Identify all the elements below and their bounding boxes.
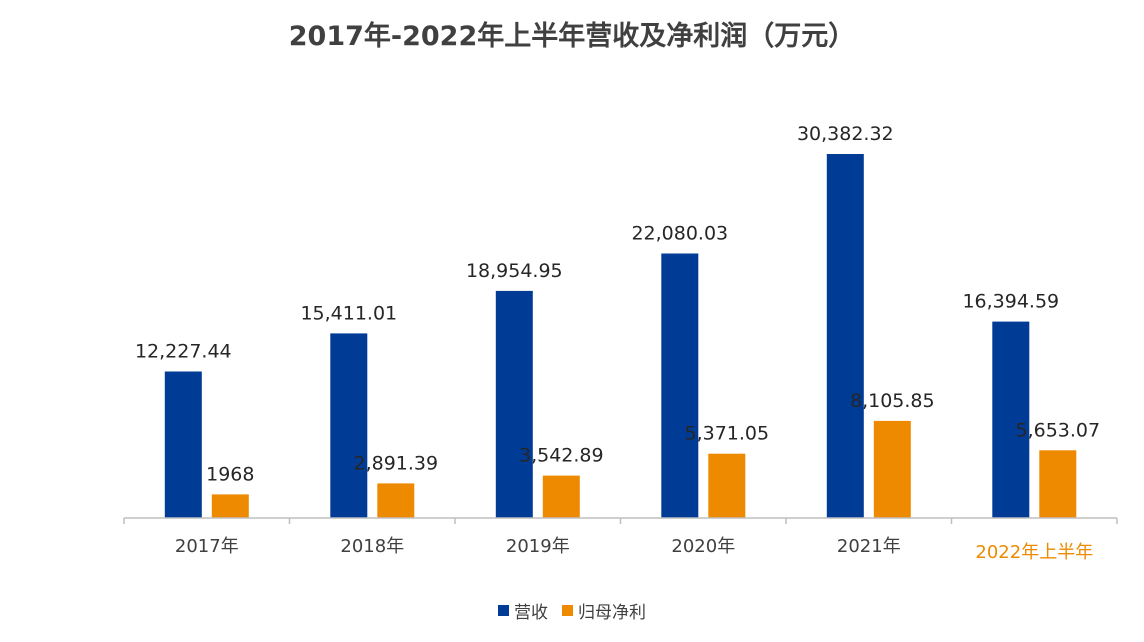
legend-label-net-profit: 归母净利	[578, 603, 646, 623]
legend: 营收 归母净利	[0, 598, 1144, 623]
x-axis-category-label: 2019年	[506, 536, 570, 557]
legend-swatch-revenue	[498, 605, 509, 616]
data-label-revenue: 16,394.59	[962, 291, 1059, 313]
bar-revenue	[164, 371, 202, 518]
data-label-revenue: 30,382.32	[797, 123, 894, 145]
x-axis-category-label: 2021年	[837, 536, 901, 557]
bar-net-profit	[542, 475, 580, 518]
bar-net-profit	[1039, 450, 1077, 518]
data-label-revenue: 18,954.95	[466, 260, 563, 282]
data-label-revenue: 12,227.44	[135, 341, 232, 363]
legend-item-net-profit: 归母净利	[562, 598, 646, 623]
bar-net-profit	[377, 483, 415, 518]
x-axis-category-label: 2022年上半年	[975, 542, 1093, 563]
x-axis-category-label: 2018年	[340, 536, 404, 557]
legend-swatch-net-profit	[562, 605, 573, 616]
x-axis-category-label: 2020年	[671, 536, 735, 557]
legend-label-revenue: 营收	[514, 603, 548, 623]
x-axis-category-label: 2017年	[175, 536, 239, 557]
chart-title: 2017年-2022年上半年营收及净利润（万元）	[288, 21, 856, 52]
data-label-net-profit: 2,891.39	[353, 452, 438, 474]
bar-revenue	[495, 290, 533, 518]
bar-net-profit	[873, 420, 911, 518]
bar-net-profit	[708, 453, 746, 518]
data-label-revenue: 15,411.01	[300, 302, 397, 324]
bar-net-profit	[211, 494, 249, 518]
data-label-net-profit: 5,653.07	[1015, 419, 1100, 441]
bar-revenue	[661, 253, 699, 518]
data-label-net-profit: 5,371.05	[684, 423, 769, 445]
bar-revenue	[330, 333, 368, 518]
bar-revenue	[992, 321, 1030, 518]
bar-revenue	[826, 154, 864, 518]
data-label-net-profit: 8,105.85	[850, 390, 935, 412]
data-label-net-profit: 1968	[206, 463, 254, 485]
data-label-net-profit: 3,542.89	[519, 445, 604, 467]
legend-item-revenue: 营收	[498, 598, 548, 623]
data-label-revenue: 22,080.03	[631, 223, 728, 245]
